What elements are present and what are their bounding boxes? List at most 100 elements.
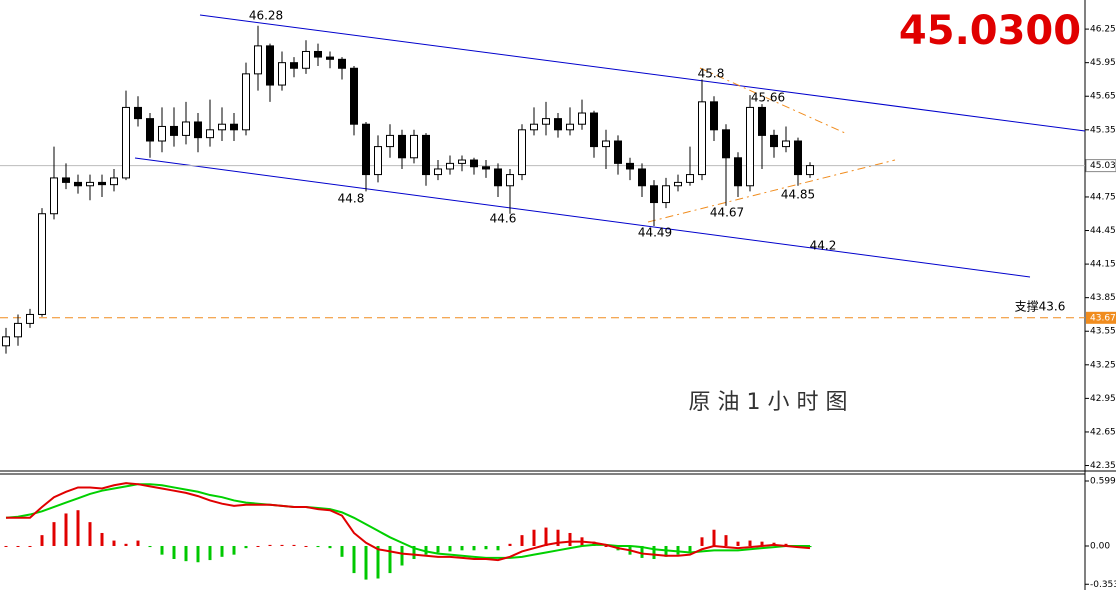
candle-body xyxy=(50,177,58,215)
histogram-bar xyxy=(712,529,716,546)
histogram-bar xyxy=(268,544,272,546)
histogram-bar xyxy=(460,545,464,551)
histogram-bar xyxy=(556,529,560,546)
y-tick-label: 43.85 xyxy=(1090,293,1116,303)
histogram-bar xyxy=(124,543,128,546)
histogram-bar xyxy=(244,545,248,549)
candle-body xyxy=(770,134,778,148)
candle-body xyxy=(482,166,490,170)
histogram-bar xyxy=(160,545,164,555)
histogram-bar xyxy=(16,545,20,547)
candle-body xyxy=(122,106,130,179)
candle-body xyxy=(458,159,466,164)
y-tick-label: 44.15 xyxy=(1090,260,1116,270)
candle-body xyxy=(566,123,574,131)
histogram-bar xyxy=(172,545,176,559)
candle-body xyxy=(242,73,250,131)
candle-body xyxy=(686,174,694,183)
histogram-bar xyxy=(88,522,92,546)
histogram-bar xyxy=(688,545,692,552)
histogram-bar xyxy=(640,545,644,558)
candle-body xyxy=(74,181,82,187)
headline-price: 45.0300 xyxy=(899,8,1081,54)
histogram-bar xyxy=(424,545,428,555)
chart-title: 原 油 1 小 时 图 xyxy=(689,390,848,415)
y-tick-label: 42.35 xyxy=(1090,461,1116,471)
candle-body xyxy=(674,181,682,187)
candle-body xyxy=(182,121,190,136)
macd-line xyxy=(6,482,811,562)
histogram-bar xyxy=(412,545,416,559)
candle-body xyxy=(446,162,454,170)
support-label: 43.67 xyxy=(1090,313,1116,323)
histogram-bar xyxy=(256,545,260,547)
annotation: 45.8 xyxy=(698,67,725,81)
channel-bottom xyxy=(134,157,1031,278)
y-tick-label: 44.75 xyxy=(1090,192,1116,202)
annotation: 45.66 xyxy=(751,91,785,105)
candle-body xyxy=(614,140,622,164)
histogram-bar xyxy=(700,537,704,546)
histogram-bar xyxy=(748,540,752,546)
y-tick-label: 42.65 xyxy=(1090,427,1116,437)
channel-top xyxy=(199,14,1086,132)
candle-body xyxy=(158,125,166,142)
candle-body xyxy=(194,121,202,139)
candle-body xyxy=(290,62,298,69)
y-tick-label: 43.55 xyxy=(1090,327,1116,337)
candle-body xyxy=(134,106,142,120)
candle-body xyxy=(266,45,274,86)
candle-body xyxy=(86,181,94,187)
candle-body xyxy=(782,140,790,148)
candle-body xyxy=(362,123,370,176)
candle-body xyxy=(254,45,262,75)
histogram-bar xyxy=(652,545,656,559)
histogram-bar xyxy=(676,545,680,555)
candle-body xyxy=(326,56,334,60)
histogram-bar xyxy=(364,545,368,580)
candle-body xyxy=(278,62,286,86)
support-box xyxy=(1086,311,1116,324)
candle-body xyxy=(110,177,118,186)
histogram-bar xyxy=(40,535,44,546)
histogram-bar xyxy=(148,545,152,548)
candle-body xyxy=(494,168,502,187)
candle-body xyxy=(638,168,646,187)
candle-body xyxy=(710,101,718,131)
histogram-bar xyxy=(664,545,668,557)
histogram-bar xyxy=(448,545,452,552)
histogram-bar xyxy=(196,545,200,563)
candle-body xyxy=(398,134,406,159)
histogram-bar xyxy=(280,544,284,546)
histogram-bar xyxy=(292,544,296,546)
candle-body xyxy=(554,118,562,131)
candle-body xyxy=(62,177,70,183)
triangle-bottom xyxy=(647,159,896,223)
y-tick-label: -0.353 xyxy=(1090,580,1116,590)
histogram-bar xyxy=(532,529,536,546)
y-tick-label: 46.25 xyxy=(1090,25,1116,35)
candle-body xyxy=(218,123,226,131)
histogram-bar xyxy=(436,545,440,553)
histogram-bar xyxy=(400,545,404,566)
histogram-bar xyxy=(52,522,56,546)
annotation: 44.49 xyxy=(638,226,672,240)
histogram-bar xyxy=(724,535,728,546)
candle-body xyxy=(410,134,418,159)
candle-body xyxy=(374,146,382,176)
candle-body xyxy=(146,118,154,142)
histogram-bar xyxy=(472,545,476,551)
candle-body xyxy=(26,313,34,324)
y-tick-label: 45.95 xyxy=(1090,58,1116,68)
support-text: 支撑43.6 xyxy=(1015,299,1066,314)
candle-body xyxy=(518,129,526,176)
histogram-bar xyxy=(208,545,212,561)
histogram-bar xyxy=(592,541,596,546)
candle-body xyxy=(338,58,346,69)
annotation: 46.28 xyxy=(249,9,283,23)
candle-body xyxy=(302,50,310,69)
candle-body xyxy=(650,185,658,204)
y-tick-label: 42.95 xyxy=(1090,394,1116,404)
y-tick-label: 0.00 xyxy=(1090,541,1110,551)
candle-body xyxy=(626,162,634,170)
